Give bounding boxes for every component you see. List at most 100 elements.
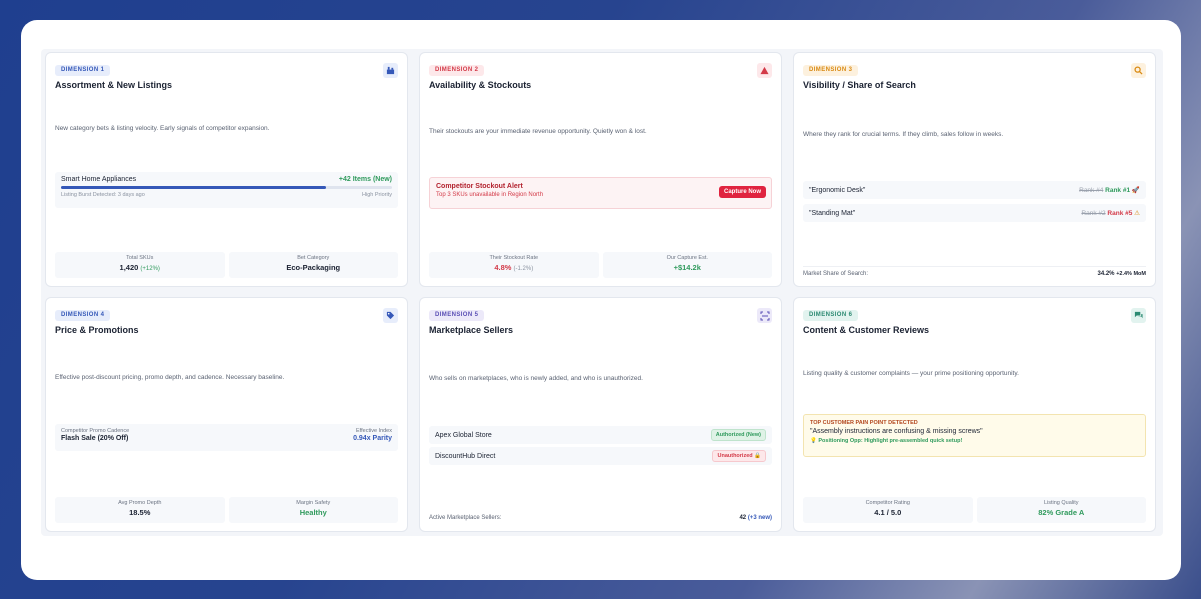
stat-value: 18.5%	[129, 508, 151, 517]
card-title: Price & Promotions	[55, 325, 139, 335]
pain-heading: TOP CUSTOMER PAIN POINT DETECTED	[810, 420, 918, 426]
card-visibility: DIMENSION 3 Visibility / Share of Search…	[793, 52, 1156, 287]
card-sellers: DIMENSION 5 Marketplace Sellers Who sell…	[419, 297, 782, 532]
priority-note: High Priority	[362, 192, 392, 198]
seller-row: DiscountHub Direct Unauthorized 🔒	[429, 447, 772, 465]
card-content: DIMENSION 6 Content & Customer Reviews L…	[793, 297, 1156, 532]
stat-promo-depth: Avg Promo Depth 18.5%	[55, 497, 225, 523]
stat-label: Competitor Rating	[865, 500, 910, 506]
promo-value: Flash Sale (20% Off)	[61, 435, 129, 442]
category-value: +42 Items (New)	[338, 176, 392, 183]
stat-delta: (-1.2%)	[513, 266, 534, 272]
progress-track	[61, 186, 392, 189]
footer-value: 34.2%	[1097, 271, 1115, 277]
scan-icon	[757, 308, 772, 323]
dashboard-frame: DIMENSION 1 Assortment & New Listings Ne…	[21, 20, 1181, 580]
index-label: Effective Index	[356, 428, 392, 434]
stat-label: Bet Category	[297, 255, 330, 261]
seller-row: Apex Global Store Authorized (New)	[429, 426, 772, 444]
card-description: Who sells on marketplaces, who is newly …	[429, 375, 643, 382]
rocket-icon: 🚀	[1131, 187, 1140, 194]
stat-listing-quality: Listing Quality 82% Grade A	[976, 497, 1146, 523]
progress-fill	[61, 186, 326, 189]
footer-delta: +2.4% MoM	[1116, 271, 1146, 277]
warning-icon: ⚠	[1134, 210, 1140, 217]
stat-stockout-rate: Their Stockout Rate 4.8% (-1.2%)	[429, 252, 599, 278]
card-description: New category bets & listing velocity. Ea…	[55, 125, 270, 132]
rank-old: Rank #4	[1079, 187, 1104, 194]
stat-value: Eco-Packaging	[286, 263, 341, 272]
category-label: Smart Home Appliances	[61, 176, 137, 183]
category-progress: Smart Home Appliances +42 Items (New) Li…	[55, 172, 398, 208]
card-title: Availability & Stockouts	[429, 80, 532, 90]
seller-name: DiscountHub Direct	[435, 452, 496, 460]
stat-label: Listing Quality	[1043, 500, 1079, 506]
burst-note: Listing Burst Detected: 3 days ago	[61, 192, 145, 198]
stat-delta: (+12%)	[140, 266, 160, 272]
share-footer: Market Share of Search: 34.2% +2.4% MoM	[803, 266, 1146, 277]
promo-label: Competitor Promo Cadence	[61, 428, 130, 434]
card-title: Visibility / Share of Search	[803, 80, 916, 90]
dimension-badge: DIMENSION 5	[429, 310, 485, 321]
pain-point-box: TOP CUSTOMER PAIN POINT DETECTED "Assemb…	[803, 414, 1146, 457]
card-price: DIMENSION 4 Price & Promotions Effective…	[45, 297, 408, 532]
seller-name: Apex Global Store	[435, 431, 492, 439]
card-title: Marketplace Sellers	[429, 325, 514, 335]
dimension-badge: DIMENSION 2	[429, 65, 485, 76]
stat-value: 82% Grade A	[1038, 508, 1085, 517]
dimension-badge: DIMENSION 1	[55, 65, 111, 76]
rank-new: Rank #5	[1107, 210, 1133, 217]
card-description: Their stockouts are your immediate reven…	[429, 128, 647, 135]
search-icon	[1131, 63, 1146, 78]
stat-value: 4.8%	[494, 263, 512, 272]
stat-total-skus: Total SKUs 1,420 (+12%)	[55, 252, 225, 278]
stat-label: Their Stockout Rate	[489, 255, 539, 261]
stat-competitor-rating: Competitor Rating 4.1 / 5.0	[803, 497, 973, 523]
dimension-badge: DIMENSION 4	[55, 310, 111, 321]
card-availability: DIMENSION 2 Availability & Stockouts The…	[419, 52, 782, 287]
sellers-footer: Active Marketplace Sellers: 42 (+3 new)	[429, 511, 772, 521]
stat-bet-category: Bet Category Eco-Packaging	[228, 252, 398, 278]
card-description: Listing quality & customer complaints — …	[803, 370, 1019, 377]
promo-box: Competitor Promo Cadence Flash Sale (20%…	[55, 424, 398, 451]
card-title: Content & Customer Reviews	[803, 325, 930, 335]
dimension-badge: DIMENSION 3	[803, 65, 859, 76]
stat-label: Total SKUs	[126, 255, 154, 261]
capture-now-button[interactable]: Capture Now	[718, 186, 766, 198]
stat-value: Healthy	[299, 508, 327, 517]
positioning-opp: 💡 Positioning Opp: Highlight pre-assembl…	[810, 438, 963, 444]
card-description: Effective post-discount pricing, promo d…	[55, 374, 285, 381]
stat-margin-safety: Margin Safety Healthy	[228, 497, 398, 523]
card-title: Assortment & New Listings	[55, 80, 173, 90]
rank-new: Rank #1	[1105, 187, 1131, 194]
card-description: Where they rank for crucial terms. If th…	[803, 131, 1004, 138]
alert-sub: Top 3 SKUs unavailable in Region North	[436, 192, 544, 198]
rank-row: "Ergonomic Desk" Rank #4 Rank #1 🚀	[803, 181, 1146, 199]
dimensions-grid: DIMENSION 1 Assortment & New Listings Ne…	[41, 49, 1163, 536]
footer-label: Active Marketplace Sellers:	[429, 515, 502, 521]
index-value: 0.94x Parity	[353, 435, 392, 442]
stat-label: Avg Promo Depth	[118, 500, 162, 506]
stockout-alert: Competitor Stockout Alert Top 3 SKUs una…	[429, 177, 772, 209]
pain-quote: "Assembly instructions are confusing & m…	[810, 428, 983, 435]
stat-label: Our Capture Est.	[666, 255, 708, 261]
footer-label: Market Share of Search:	[803, 271, 869, 277]
rank-term: "Ergonomic Desk"	[809, 186, 866, 194]
dimension-badge: DIMENSION 6	[803, 310, 859, 321]
card-assortment: DIMENSION 1 Assortment & New Listings Ne…	[45, 52, 408, 287]
chat-icon	[1131, 308, 1146, 323]
stat-value: +$14.2k	[673, 263, 701, 272]
stat-value: 4.1 / 5.0	[874, 508, 902, 517]
store-icon	[383, 63, 398, 78]
rank-old: Rank #2	[1081, 210, 1106, 217]
rank-term: "Standing Mat"	[809, 209, 856, 217]
alert-icon	[757, 63, 772, 78]
status-badge: Unauthorized 🔒	[712, 450, 766, 462]
stat-value: 1,420	[119, 263, 139, 272]
footer-delta: (+3 new)	[747, 515, 772, 521]
stat-capture-est: Our Capture Est. +$14.2k	[602, 252, 772, 278]
alert-title: Competitor Stockout Alert	[436, 183, 523, 190]
status-badge: Authorized (New)	[710, 429, 766, 441]
stat-label: Margin Safety	[296, 500, 331, 506]
footer-value: 42	[739, 515, 747, 521]
